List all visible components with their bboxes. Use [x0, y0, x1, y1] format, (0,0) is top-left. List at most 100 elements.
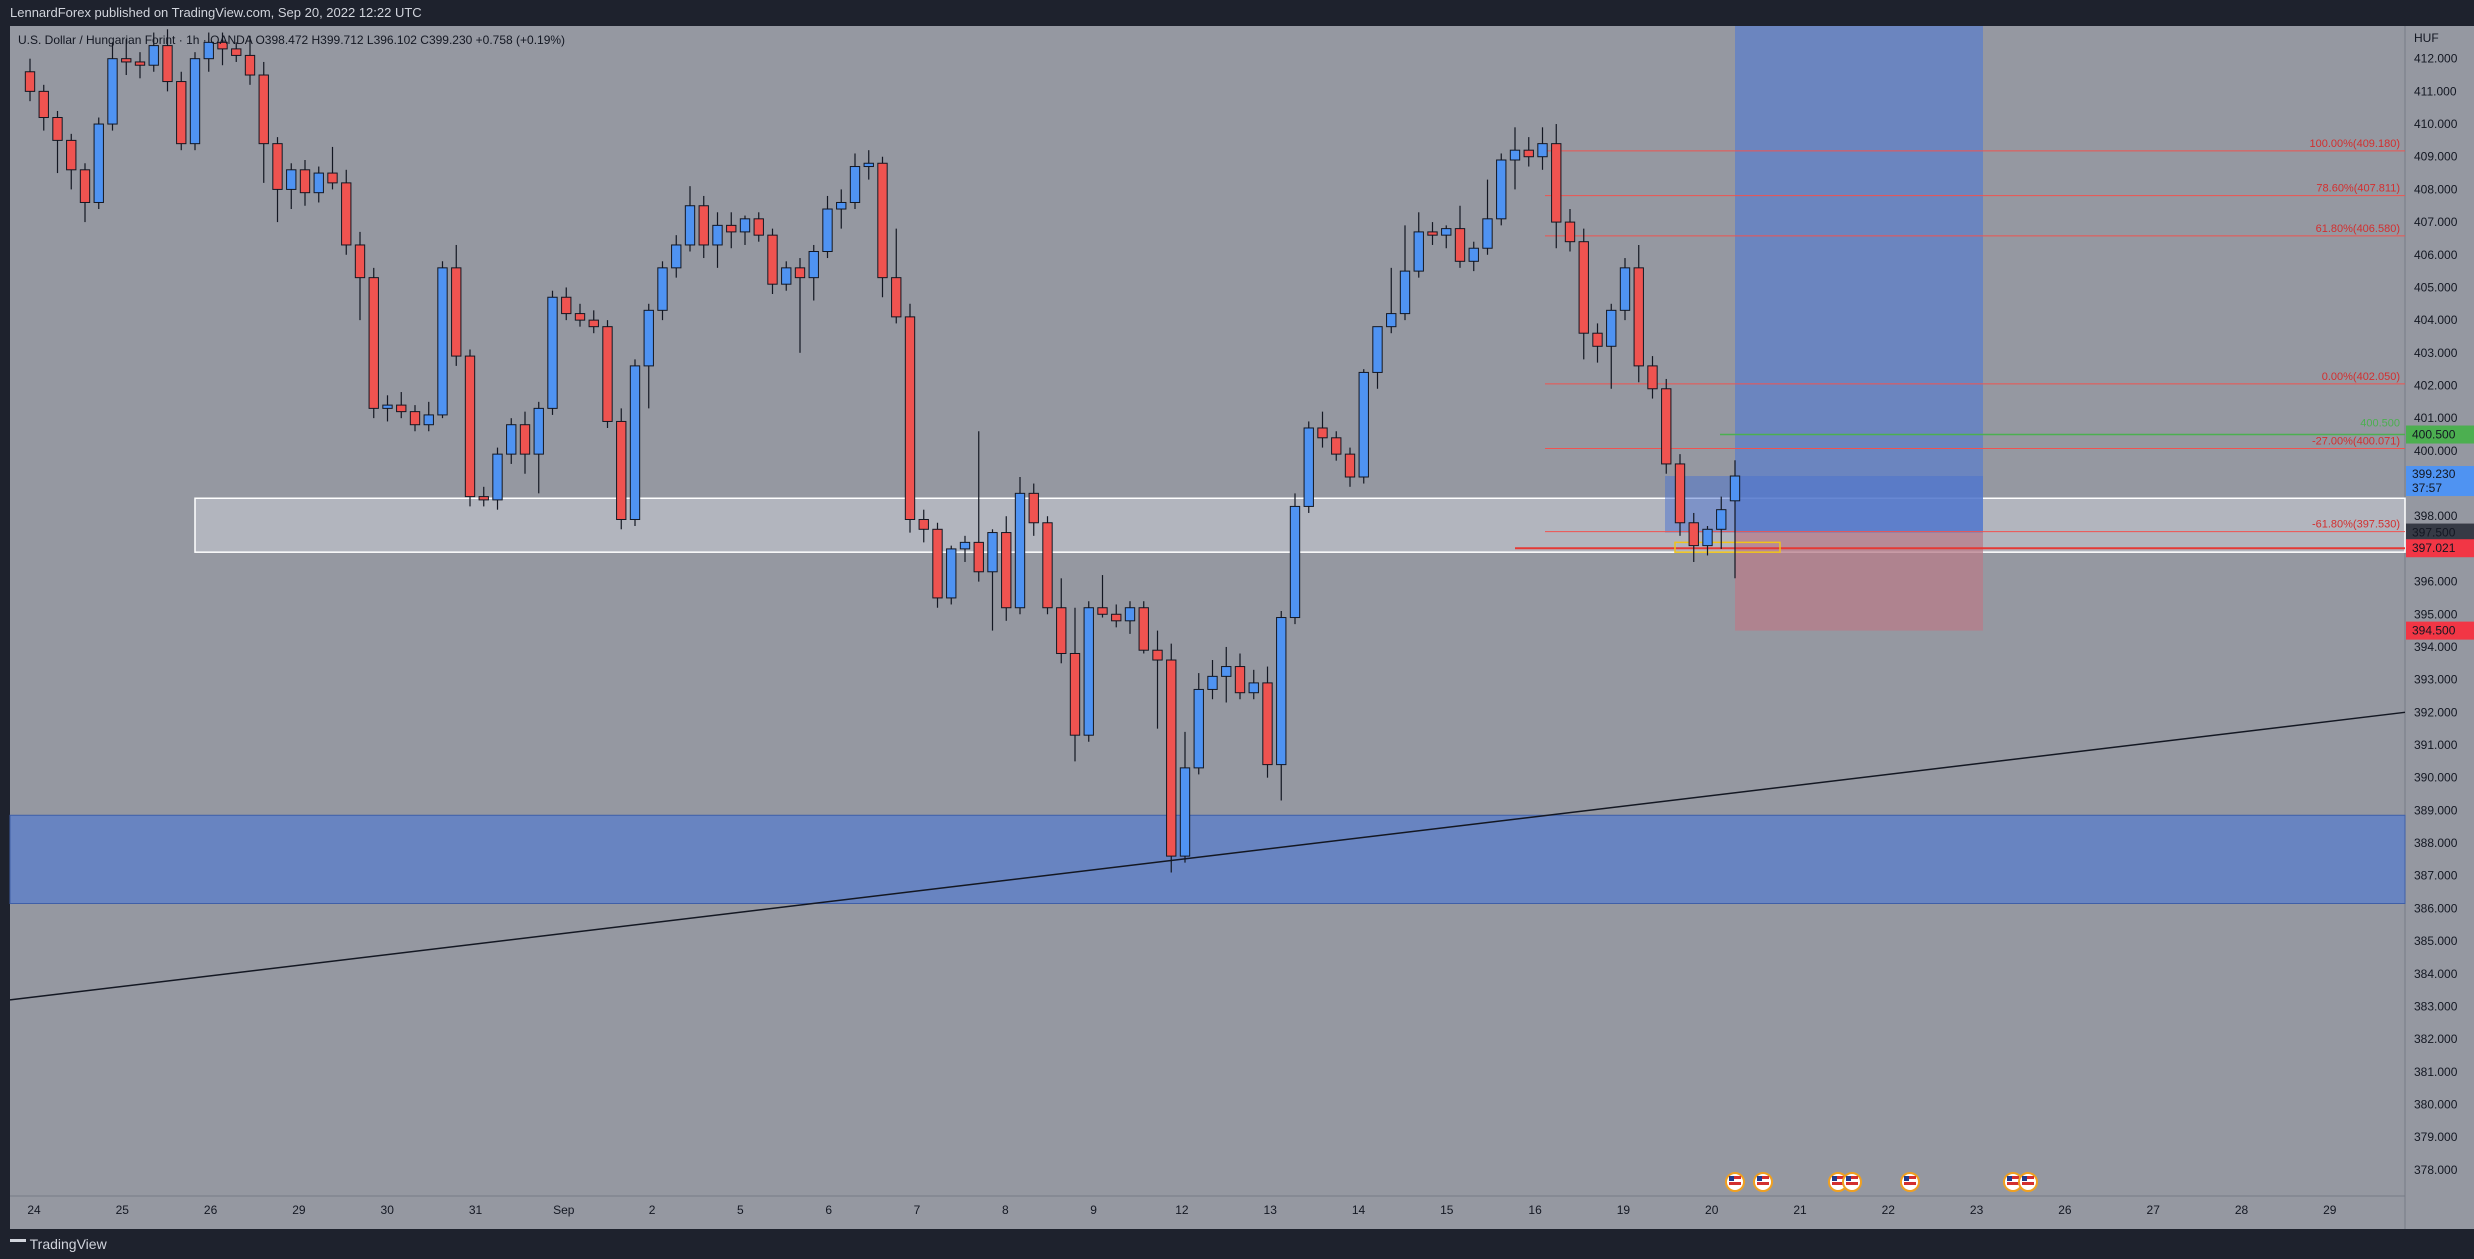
candle — [1289, 493, 1301, 625]
candle — [1276, 611, 1287, 801]
y-tick-label: 409.000 — [2414, 150, 2458, 164]
x-tick-label: 23 — [1970, 1203, 1984, 1217]
candle — [1592, 323, 1603, 363]
y-tick-label: 394.000 — [2414, 640, 2458, 654]
fib-extension[interactable]: 100.00%(409.180) 78.60%(407.811) 61.80%(40… — [1545, 138, 2405, 533]
candle — [1166, 643, 1177, 873]
currency-label: HUF — [2414, 31, 2439, 45]
y-tick-label: 392.000 — [2414, 705, 2458, 719]
y-tick-label: 382.000 — [2414, 1032, 2458, 1046]
candle — [904, 303, 916, 533]
fib-level-label: -61.80%(397.530) — [2312, 519, 2400, 531]
candle — [1482, 179, 1493, 255]
time-scale-background — [10, 1196, 2405, 1229]
legend-symbol: U.S. Dollar / Hungarian Forint — [18, 33, 176, 47]
price-badge-label: 400.500 — [2412, 428, 2456, 442]
candle — [1537, 127, 1548, 170]
candle — [492, 447, 503, 510]
y-tick-label: 381.000 — [2414, 1065, 2458, 1079]
x-tick-label: 21 — [1793, 1203, 1807, 1217]
long-position-active-profit — [1665, 476, 1983, 533]
long-position-profit-zone[interactable] — [1735, 26, 1983, 533]
economic-events[interactable] — [1725, 1172, 2038, 1192]
candle — [299, 159, 311, 206]
candle — [382, 395, 393, 422]
y-tick-label: 378.000 — [2414, 1163, 2458, 1177]
fib-level-label: 0.00%(402.050) — [2322, 371, 2400, 383]
demand-zone[interactable] — [9, 814, 2406, 904]
candle — [396, 392, 407, 419]
candle — [52, 110, 63, 174]
y-tick-label: 386.000 — [2414, 901, 2458, 915]
candle — [1372, 326, 1383, 389]
legend-ohlc: O398.472 H399.712 L396.102 C399.230 +0.7… — [255, 33, 565, 47]
us-flag-icon[interactable] — [1900, 1172, 1920, 1192]
entry-highlight-box — [1674, 541, 1781, 553]
candle — [1399, 225, 1411, 321]
price-chart[interactable]: 100.00%(409.180) 78.60%(407.811) 61.80%(40… — [0, 0, 2474, 1229]
y-tick-label: 396.000 — [2414, 575, 2458, 589]
y-tick-label: 402.000 — [2414, 378, 2458, 392]
x-tick-label: 22 — [1882, 1203, 1896, 1217]
x-tick-label: 20 — [1705, 1203, 1719, 1217]
candle — [616, 408, 627, 530]
candle — [849, 153, 861, 210]
candle — [753, 212, 764, 242]
candle — [409, 405, 421, 432]
last-price-countdown: 37:57 — [2412, 481, 2442, 495]
y-tick-label: 410.000 — [2414, 117, 2458, 131]
candle — [1551, 124, 1562, 249]
candle — [629, 359, 641, 527]
y-tick-label: 393.000 — [2414, 673, 2458, 687]
y-tick-label: 401.000 — [2414, 411, 2458, 425]
y-tick-label: 384.000 — [2414, 967, 2458, 981]
candle — [231, 42, 242, 62]
target-label: 400.500 — [2360, 418, 2400, 430]
candle — [1014, 477, 1026, 615]
us-flag-icon[interactable] — [2018, 1172, 2038, 1192]
x-tick-label: 29 — [292, 1203, 306, 1217]
candle — [698, 195, 709, 259]
price-badge-label: 397.021 — [2412, 541, 2456, 555]
candle — [877, 156, 888, 298]
candle — [533, 401, 544, 494]
candle — [657, 261, 668, 321]
candle — [863, 150, 874, 180]
candle — [341, 169, 352, 255]
candle — [162, 29, 173, 92]
us-flag-icon[interactable] — [1828, 1172, 1848, 1192]
candle — [1344, 447, 1356, 487]
candle — [451, 244, 462, 366]
candle — [1248, 669, 1259, 700]
candle — [189, 52, 201, 151]
candle — [368, 267, 379, 419]
candle — [1042, 516, 1053, 615]
trendline[interactable] — [9, 711, 2406, 1001]
candle — [1427, 222, 1438, 245]
y-tick-label: 395.000 — [2414, 607, 2458, 621]
x-tick-label: 26 — [2058, 1203, 2072, 1217]
y-tick-label: 411.000 — [2414, 84, 2457, 98]
price-axis-ticks: 378.000 379.000 380.000 381.000 382.000 383.0… — [2414, 52, 2458, 1177]
candle — [1056, 578, 1067, 664]
price-badge-label: 394.500 — [2412, 624, 2456, 638]
us-flag-icon[interactable] — [1725, 1172, 1745, 1192]
footer: TradingView — [0, 1229, 2474, 1259]
candle — [781, 261, 792, 291]
candle — [1193, 673, 1204, 775]
us-flag-icon[interactable] — [1842, 1172, 1862, 1192]
last-price-badge — [2406, 466, 2474, 497]
candle — [1468, 241, 1479, 272]
candle — [134, 52, 146, 79]
us-flag-icon[interactable] — [1753, 1172, 1773, 1192]
y-tick-label: 387.000 — [2414, 869, 2458, 883]
candle — [1234, 653, 1246, 700]
last-price-value: 399.230 — [2412, 467, 2456, 481]
candle — [1564, 209, 1576, 252]
candle — [66, 133, 77, 190]
candle — [671, 235, 682, 278]
x-tick-label: 7 — [914, 1203, 921, 1217]
y-tick-label: 379.000 — [2414, 1130, 2458, 1144]
y-tick-label: 403.000 — [2414, 346, 2458, 360]
